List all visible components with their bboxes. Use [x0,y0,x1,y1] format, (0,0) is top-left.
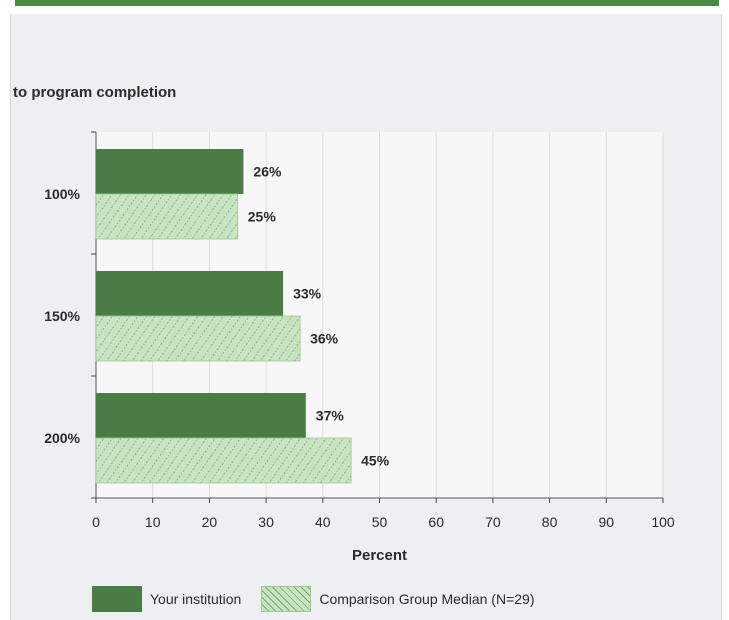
x-tick-label: 30 [258,514,274,530]
bar-comparison [96,438,351,483]
bar-comparison [96,316,300,361]
legend-swatch-your-institution [92,586,142,612]
x-tick-label: 70 [485,514,501,530]
bar-your-institution [96,393,306,438]
x-tick-label: 80 [542,514,558,530]
legend-label-your-institution: Your institution [150,591,241,607]
legend-swatch-comparison [261,586,311,612]
x-tick-label: 0 [92,514,100,530]
x-tick-label: 10 [145,514,161,530]
y-category-label: 100% [44,186,80,202]
bar-chart: 0 10 20 30 40 50 60 70 80 90 100 Percent 26% 25% 100% 3… [0,0,729,586]
x-tick-label: 90 [599,514,615,530]
x-tick-label: 40 [315,514,331,530]
bar-data-label: 33% [293,286,322,302]
y-category-label: 200% [44,430,80,446]
chart-legend: Your institution Comparison Group Median… [92,586,554,612]
bar-your-institution [96,271,283,316]
x-tick-label: 20 [202,514,218,530]
bar-data-label: 37% [316,408,345,424]
bar-your-institution [96,149,243,194]
y-category-label: 150% [44,308,80,324]
legend-label-comparison: Comparison Group Median (N=29) [319,591,534,607]
x-axis-title: Percent [352,547,407,564]
x-tick-label: 50 [372,514,388,530]
bar-data-label: 45% [361,453,390,469]
bar-data-label: 25% [248,209,277,225]
bar-data-label: 36% [310,331,339,347]
bar-comparison [96,194,238,239]
bar-data-label: 26% [253,164,282,180]
x-tick-label: 60 [428,514,444,530]
x-tick-label: 100 [651,514,675,530]
